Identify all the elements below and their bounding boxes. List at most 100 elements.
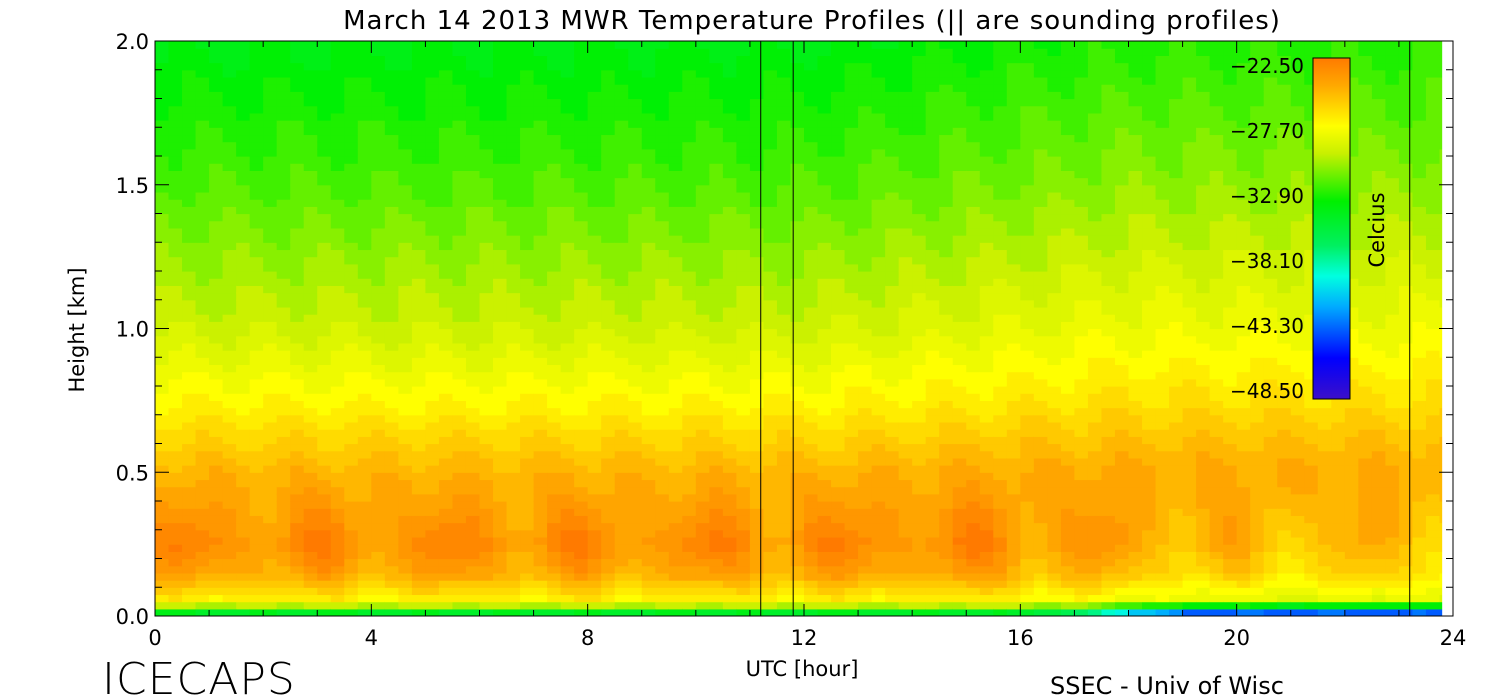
heatmap-cell — [628, 407, 643, 416]
heatmap-cell — [736, 508, 751, 516]
heatmap-cell — [749, 242, 765, 251]
heatmap-cell — [330, 457, 345, 466]
heatmap-cell — [330, 213, 345, 222]
heatmap-cell — [493, 69, 508, 78]
heatmap-cell — [749, 565, 765, 574]
heatmap-cell — [817, 371, 832, 380]
heatmap-cell — [182, 457, 197, 466]
heatmap-cell — [493, 536, 508, 545]
heatmap-cell — [209, 551, 224, 560]
heatmap-cell — [290, 501, 305, 509]
heatmap-cell — [749, 163, 765, 171]
heatmap-cell — [344, 335, 359, 344]
heatmap-cell — [695, 263, 710, 272]
heatmap-cell — [520, 594, 535, 603]
heatmap-cell — [979, 62, 994, 71]
heatmap-cell — [560, 429, 575, 437]
heatmap-cell — [952, 371, 967, 380]
heatmap-cell — [276, 328, 291, 337]
heatmap-cell — [709, 41, 724, 49]
heatmap-cell — [236, 608, 251, 616]
heatmap-cell — [425, 213, 440, 222]
heatmap-cell — [452, 141, 467, 150]
heatmap-cell — [736, 608, 751, 616]
heatmap-cell — [195, 199, 210, 207]
heatmap-cell — [398, 493, 413, 502]
heatmap-cell — [952, 91, 967, 100]
heatmap-cell — [195, 414, 210, 423]
heatmap-cell — [628, 55, 643, 64]
heatmap-cell — [804, 421, 819, 430]
heatmap-cell — [858, 314, 873, 322]
heatmap-cell — [222, 393, 237, 401]
heatmap-cell — [182, 105, 197, 114]
heatmap-cell — [236, 177, 251, 186]
heatmap-cell — [871, 350, 886, 358]
heatmap-cell — [155, 127, 170, 136]
heatmap-cell — [425, 134, 440, 143]
heatmap-cell — [303, 465, 318, 473]
heatmap-cell — [452, 41, 467, 49]
heatmap-cell — [182, 299, 197, 308]
heatmap-cell — [614, 227, 629, 236]
heatmap-cell — [493, 177, 508, 186]
heatmap-cell — [682, 436, 697, 445]
heatmap-cell — [898, 213, 913, 222]
heatmap-cell — [912, 393, 927, 401]
heatmap-cell — [182, 429, 197, 437]
heatmap-cell — [790, 508, 805, 516]
heatmap-cell — [885, 299, 900, 308]
heatmap-cell — [790, 184, 805, 193]
heatmap-cell — [722, 544, 737, 552]
heatmap-cell — [655, 141, 670, 150]
heatmap-cell — [898, 378, 913, 387]
heatmap-cell — [925, 335, 940, 344]
heatmap-cell — [979, 457, 994, 466]
heatmap-cell — [236, 235, 251, 243]
heatmap-cell — [925, 414, 940, 423]
heatmap-cell — [317, 486, 332, 495]
heatmap-cell — [655, 536, 670, 545]
heatmap-cell — [614, 170, 629, 179]
heatmap-cell — [749, 350, 765, 358]
heatmap-cell — [236, 306, 251, 315]
heatmap-cell — [695, 41, 710, 49]
heatmap-cell — [641, 48, 656, 56]
heatmap-cell — [290, 536, 305, 545]
heatmap-cell — [155, 321, 170, 330]
heatmap-cell — [303, 393, 318, 401]
heatmap-cell — [925, 580, 940, 588]
heatmap-cell — [182, 156, 197, 164]
heatmap-cell — [547, 62, 562, 71]
heatmap-cell — [695, 314, 710, 322]
heatmap-cell — [736, 170, 751, 179]
heatmap-cell — [357, 249, 372, 258]
heatmap-cell — [222, 41, 237, 49]
heatmap-cell — [614, 551, 629, 560]
heatmap-cell — [763, 558, 778, 567]
heatmap-cell — [871, 263, 886, 272]
heatmap-cell — [885, 306, 900, 315]
heatmap-cell — [236, 134, 251, 143]
heatmap-cell — [547, 371, 562, 380]
heatmap-cell — [182, 350, 197, 358]
heatmap-cell — [452, 76, 467, 85]
heatmap-cell — [560, 235, 575, 243]
heatmap-cell — [222, 421, 237, 430]
heatmap-cell — [668, 580, 683, 588]
heatmap-cell — [871, 378, 886, 387]
heatmap-cell — [993, 536, 1008, 545]
heatmap-cell — [763, 407, 778, 416]
heatmap-cell — [276, 335, 291, 344]
heatmap-cell — [641, 199, 656, 207]
heatmap-cell — [587, 249, 602, 258]
heatmap-cell — [465, 493, 481, 502]
heatmap-cell — [533, 184, 548, 193]
heatmap-cell — [885, 199, 900, 207]
heatmap-cell — [898, 371, 913, 380]
heatmap-cell — [195, 48, 210, 56]
heatmap-cell — [695, 580, 710, 588]
heatmap-cell — [438, 148, 454, 157]
heatmap-cell — [614, 141, 629, 150]
heatmap-cell — [682, 242, 697, 251]
